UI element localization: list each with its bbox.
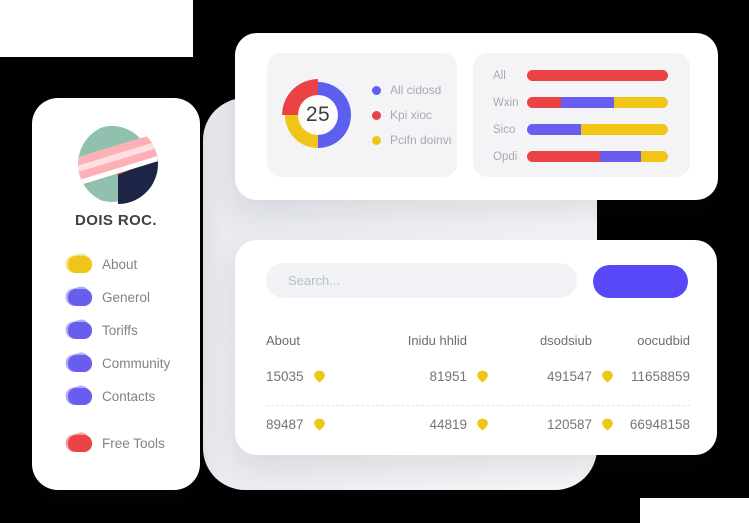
column-header: About — [266, 332, 300, 348]
donut-chart: 25 — [280, 77, 356, 153]
bar-label: Sico — [493, 123, 516, 136]
table-cell: 120587 — [547, 417, 615, 432]
column-header: Inidu hhlid — [407, 332, 467, 348]
sidebar-item-contacts[interactable]: Contacts — [32, 380, 200, 413]
bar-segment — [641, 151, 668, 162]
background-rect-bottom-right — [640, 498, 749, 523]
blob-icon — [68, 355, 92, 372]
legend-label: Kpi xioc — [390, 108, 433, 122]
data-table: About Inidu hhlid dsodsiub oocudbid 15035 81… — [266, 332, 690, 443]
shield-icon — [313, 370, 325, 383]
sidebar-item-generol[interactable]: Generol — [32, 281, 200, 314]
bar-segment — [614, 97, 668, 108]
cell-value: 89487 — [266, 417, 304, 432]
bar-track — [527, 70, 668, 81]
shield-icon — [602, 418, 613, 431]
bar-track — [527, 97, 668, 108]
table-row: 15035 81951 491547 11658859 — [266, 358, 690, 395]
bar-label: Opdi — [493, 150, 518, 163]
table-header-row: About Inidu hhlid dsodsiub oocudbid — [266, 332, 690, 348]
sidebar-item-toriffs[interactable]: Toriffs — [32, 314, 200, 347]
bar-label: All — [493, 69, 506, 82]
bar-track — [527, 124, 668, 135]
shield-icon — [602, 370, 613, 383]
sidebar-item-label: Generol — [102, 290, 151, 305]
bar-segment — [527, 151, 601, 162]
cell-value: 66948158 — [629, 417, 690, 432]
cell-value: 120587 — [546, 417, 592, 432]
legend-item: Kpi xioc — [372, 108, 451, 122]
sidebar-item-label: Free Tools — [102, 436, 165, 451]
legend-dot-icon — [372, 85, 381, 95]
sidebar-item-label: Community — [102, 356, 171, 371]
bar-segment — [527, 97, 561, 108]
brand-logo — [78, 124, 158, 204]
sidebar: DOIS ROC. About Generol Toriffs Community Co… — [32, 98, 200, 490]
sidebar-item-label: About — [102, 257, 138, 272]
bar-track — [527, 151, 668, 162]
blob-icon — [68, 388, 92, 405]
sidebar-item-free-tools[interactable]: Free Tools — [32, 427, 200, 460]
cell-value: 11658859 — [630, 369, 690, 384]
shield-icon — [477, 418, 488, 431]
bar-row: Sico — [493, 116, 668, 143]
sidebar-item-about[interactable]: About — [32, 248, 200, 281]
cell-value: 491547 — [546, 369, 592, 384]
sidebar-item-label: Toriffs — [102, 323, 138, 338]
bar-segment — [527, 124, 581, 135]
legend-label: Pcifn doinvi — [390, 133, 452, 147]
table-row: 89487 44819 120587 66948158 — [266, 405, 690, 443]
donut-legend: All cidosd Kpi xioc Pcifn doinvi — [372, 83, 451, 147]
table-cell: 81951 — [429, 369, 490, 384]
bar-segment — [560, 97, 615, 108]
bar-segment — [600, 151, 642, 162]
donut-center-value: 25 — [305, 103, 331, 126]
primary-action-button[interactable] — [593, 265, 688, 298]
background-rect-top-left — [0, 0, 193, 57]
donut-chart-panel: 25 All cidosd Kpi xioc Pcifn doinvi — [267, 53, 457, 177]
table-cell: 15035 — [266, 369, 356, 384]
bar-row: Opdi — [493, 143, 668, 170]
blob-icon — [68, 435, 92, 452]
legend-item: Pcifn doinvi — [372, 133, 451, 147]
blob-icon — [68, 289, 92, 306]
brand-name: DOIS ROC. — [75, 212, 157, 229]
cell-value: 44819 — [429, 417, 467, 432]
shield-icon — [313, 418, 325, 431]
column-header: oocudbid — [637, 332, 690, 348]
table-cell: 491547 — [547, 369, 615, 384]
sidebar-nav: About Generol Toriffs Community Contacts Free… — [32, 248, 200, 460]
bar-row: Wxin — [493, 89, 668, 116]
bar-segment — [527, 70, 668, 81]
blob-icon — [68, 256, 92, 273]
legend-dot-icon — [372, 135, 381, 145]
bar-row: All — [493, 62, 668, 89]
bar-label: Wxin — [493, 96, 519, 109]
table-body: 15035 81951 491547 11658859 89487 44819 120587… — [266, 358, 690, 443]
blob-icon — [68, 322, 92, 339]
donut-center: 25 — [298, 95, 338, 135]
charts-card: 25 All cidosd Kpi xioc Pcifn doinvi All Wxi… — [235, 33, 718, 200]
table-cell: 44819 — [429, 417, 490, 432]
table-cell: 11658859 — [631, 369, 690, 384]
search-input[interactable] — [266, 263, 577, 298]
bar-segment — [580, 124, 668, 135]
legend-item: All cidosd — [372, 83, 451, 97]
stacked-bars-panel: All Wxin Sico Opdi — [473, 53, 690, 177]
legend-dot-icon — [372, 110, 381, 120]
table-card: About Inidu hhlid dsodsiub oocudbid 15035 81… — [235, 240, 717, 455]
shield-icon — [477, 370, 488, 383]
legend-label: All cidosd — [390, 83, 442, 97]
table-cell: 89487 — [266, 417, 356, 432]
table-cell: 66948158 — [630, 417, 690, 432]
sidebar-item-label: Contacts — [102, 389, 156, 404]
cell-value: 15035 — [266, 369, 304, 384]
column-header: dsodsiub — [539, 332, 592, 348]
sidebar-item-community[interactable]: Community — [32, 347, 200, 380]
cell-value: 81951 — [429, 369, 467, 384]
